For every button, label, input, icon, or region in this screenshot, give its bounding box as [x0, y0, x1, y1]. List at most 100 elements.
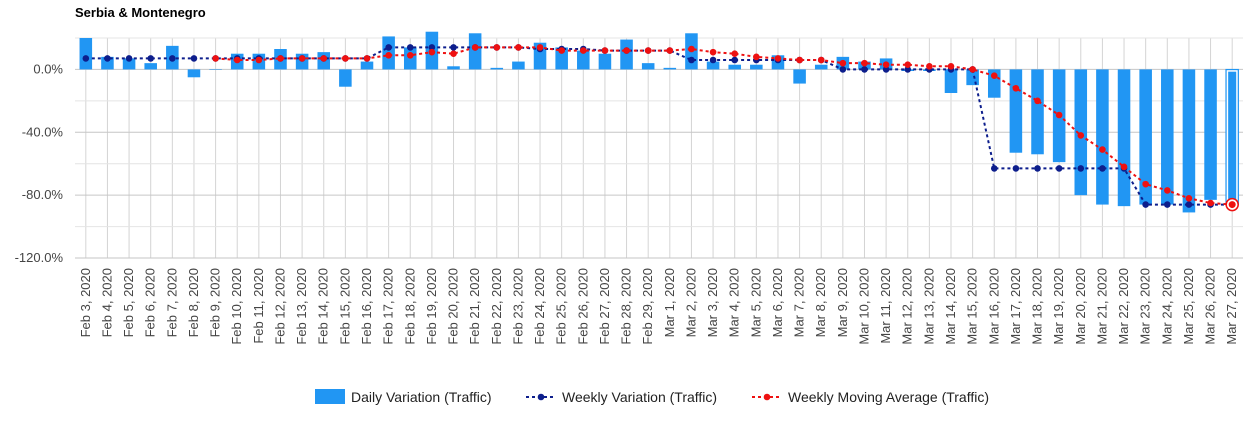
point-weekly-moving-average[interactable] [515, 44, 522, 51]
bar-daily-variation[interactable] [144, 63, 157, 70]
point-weekly-variation[interactable] [1099, 165, 1106, 172]
bar-daily-variation[interactable] [101, 56, 114, 70]
point-weekly-moving-average[interactable] [536, 44, 544, 51]
legend-label-daily-variation[interactable]: Daily Variation (Traffic) [351, 389, 492, 405]
point-weekly-moving-average[interactable] [882, 61, 890, 69]
bar-daily-variation[interactable] [793, 69, 806, 84]
point-weekly-variation[interactable] [1077, 165, 1085, 172]
point-weekly-variation[interactable] [882, 66, 890, 73]
point-weekly-variation[interactable] [147, 55, 155, 62]
bar-daily-variation[interactable] [1096, 69, 1109, 205]
bar-daily-variation[interactable] [641, 63, 655, 70]
bar-daily-variation[interactable] [750, 64, 763, 70]
point-weekly-moving-average[interactable] [320, 55, 328, 62]
point-weekly-variation[interactable] [1012, 165, 1020, 172]
point-weekly-moving-average[interactable] [1163, 187, 1171, 194]
point-weekly-variation[interactable] [1163, 201, 1171, 208]
bar-daily-variation[interactable] [598, 53, 612, 70]
bar-daily-variation[interactable] [555, 47, 568, 70]
bar-daily-variation[interactable] [490, 67, 504, 70]
point-weekly-moving-average[interactable] [1207, 199, 1214, 207]
bar-daily-variation[interactable] [577, 50, 590, 70]
point-weekly-variation[interactable] [190, 55, 198, 62]
point-weekly-variation[interactable] [861, 66, 868, 73]
point-weekly-moving-average[interactable] [255, 56, 263, 64]
bar-daily-variation[interactable] [814, 64, 828, 70]
point-weekly-moving-average[interactable] [601, 47, 609, 54]
legend-label-weekly-moving-average[interactable]: Weekly Moving Average (Traffic) [788, 389, 989, 405]
point-weekly-variation[interactable] [1185, 201, 1193, 208]
point-weekly-moving-average[interactable] [753, 53, 760, 61]
point-weekly-variation[interactable] [904, 66, 912, 73]
point-weekly-moving-average[interactable] [623, 47, 630, 54]
bar-daily-variation[interactable] [1161, 69, 1174, 205]
point-weekly-moving-average[interactable] [450, 50, 457, 58]
point-weekly-moving-average[interactable] [1185, 194, 1193, 202]
point-weekly-moving-average[interactable] [212, 55, 219, 62]
bar-daily-variation[interactable] [1182, 69, 1196, 213]
point-weekly-moving-average[interactable] [342, 55, 349, 62]
point-weekly-variation[interactable] [688, 56, 695, 64]
point-weekly-moving-average[interactable] [926, 62, 933, 70]
point-weekly-moving-average[interactable] [1034, 97, 1041, 105]
bar-daily-variation[interactable] [209, 69, 222, 70]
point-weekly-moving-average[interactable] [709, 48, 717, 56]
point-weekly-variation[interactable] [731, 56, 739, 64]
bar-daily-variation[interactable] [339, 69, 352, 87]
point-weekly-variation[interactable] [406, 44, 414, 51]
point-weekly-moving-average[interactable] [969, 66, 976, 73]
bar-daily-variation[interactable] [512, 61, 525, 70]
point-weekly-moving-average[interactable] [1077, 132, 1085, 139]
point-weekly-variation[interactable] [709, 56, 717, 64]
bar-daily-variation[interactable] [620, 39, 633, 70]
point-weekly-moving-average[interactable] [666, 47, 674, 54]
bar-daily-variation[interactable] [663, 67, 677, 70]
bar-daily-variation[interactable] [1009, 69, 1023, 153]
point-weekly-moving-average[interactable] [1142, 180, 1149, 188]
bar-daily-variation[interactable] [1204, 69, 1217, 200]
point-weekly-moving-average[interactable] [579, 47, 587, 54]
point-weekly-variation[interactable] [169, 55, 176, 62]
point-weekly-variation[interactable] [125, 55, 133, 62]
bar-daily-variation[interactable] [447, 66, 460, 70]
point-weekly-moving-average[interactable] [947, 62, 955, 70]
point-weekly-moving-average[interactable] [839, 59, 847, 67]
point-weekly-moving-average[interactable] [1055, 111, 1063, 119]
bar-daily-variation[interactable] [706, 61, 720, 70]
point-weekly-variation[interactable] [104, 55, 111, 62]
point-weekly-moving-average[interactable] [1120, 163, 1128, 171]
point-weekly-variation[interactable] [990, 165, 998, 172]
bar-daily-variation[interactable] [966, 69, 979, 86]
point-weekly-moving-average[interactable] [990, 72, 998, 80]
legend-label-weekly-variation[interactable]: Weekly Variation (Traffic) [562, 389, 717, 405]
point-weekly-variation[interactable] [839, 66, 847, 73]
point-weekly-moving-average[interactable] [796, 56, 803, 64]
point-weekly-variation[interactable] [450, 44, 457, 51]
point-weekly-variation[interactable] [428, 44, 436, 51]
bar-daily-variation[interactable] [944, 69, 958, 93]
point-weekly-moving-average[interactable] [644, 47, 652, 54]
point-weekly-variation[interactable] [1055, 165, 1063, 172]
bar-daily-variation[interactable] [728, 64, 741, 70]
point-weekly-moving-average[interactable] [904, 61, 912, 69]
point-weekly-moving-average[interactable] [428, 48, 436, 56]
bar-daily-variation[interactable] [1031, 69, 1044, 155]
point-weekly-moving-average[interactable] [774, 55, 782, 62]
point-weekly-variation[interactable] [385, 44, 392, 51]
point-weekly-moving-average[interactable] [861, 59, 868, 67]
point-weekly-moving-average[interactable] [688, 45, 695, 53]
bar-daily-variation[interactable] [468, 33, 482, 70]
point-weekly-moving-average[interactable] [558, 47, 565, 54]
point-weekly-moving-average[interactable] [817, 56, 825, 64]
point-highlight[interactable] [1228, 201, 1236, 209]
bar-daily-variation[interactable] [79, 38, 93, 70]
bar-daily-variation[interactable] [1139, 69, 1152, 205]
point-weekly-moving-average[interactable] [385, 51, 392, 59]
point-weekly-moving-average[interactable] [731, 50, 739, 58]
point-weekly-moving-average[interactable] [493, 44, 501, 51]
point-weekly-moving-average[interactable] [233, 56, 241, 64]
point-weekly-moving-average[interactable] [406, 51, 414, 59]
point-weekly-moving-average[interactable] [298, 55, 306, 62]
bar-daily-variation[interactable] [122, 58, 136, 70]
point-weekly-moving-average[interactable] [363, 55, 371, 62]
